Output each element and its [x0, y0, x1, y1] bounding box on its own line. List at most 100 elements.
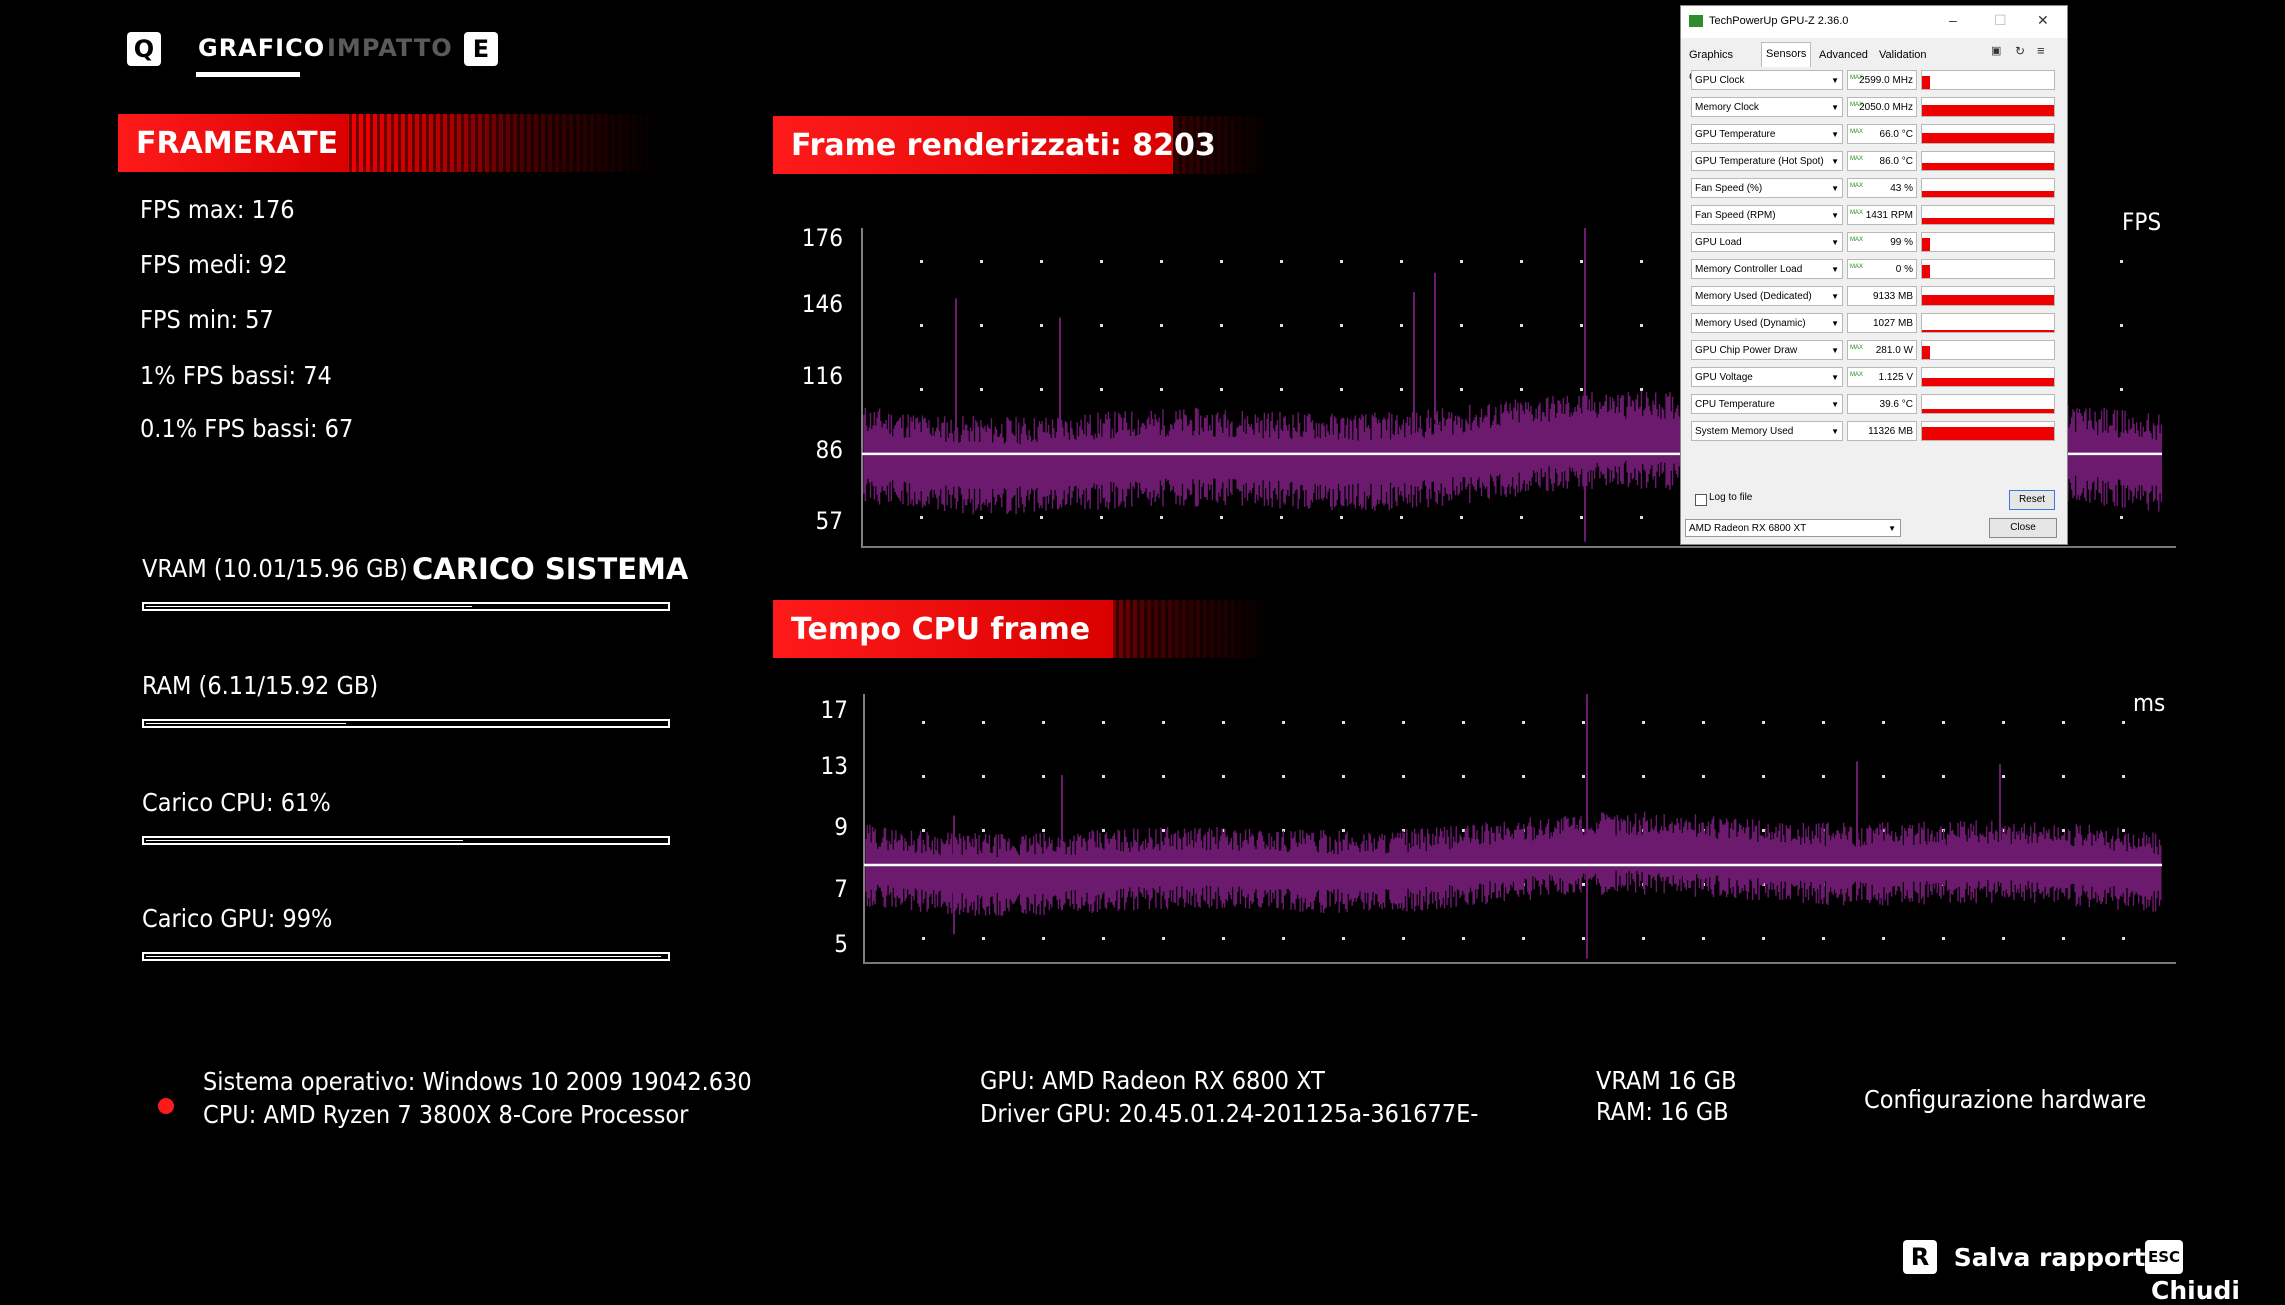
sensor-value: 9133 MB: [1847, 286, 1917, 306]
tab-impatto[interactable]: IMPATTO: [327, 34, 453, 62]
grid-dot: [1762, 721, 1765, 724]
cpu-plot: [863, 694, 2176, 964]
fps-max: FPS max: 176: [140, 195, 295, 224]
sensor-graph: [1921, 394, 2055, 414]
gpuz-tab-graphics-card[interactable]: Graphics Card: [1689, 49, 1734, 83]
tab-grafico[interactable]: GRAFICO: [198, 34, 326, 62]
gpuz-close-button[interactable]: Close: [1989, 518, 2057, 538]
grid-dot: [1282, 721, 1285, 724]
framerate-banner: FRAMERATE: [118, 114, 658, 172]
sensor-name-dropdown[interactable]: Memory Controller Load ▼: [1691, 259, 1843, 279]
sensor-value: MAX 1.125 V: [1847, 367, 1917, 387]
max-indicator-icon: MAX: [1850, 129, 1864, 135]
sensor-name: GPU Voltage: [1695, 372, 1753, 383]
refresh-icon[interactable]: ↻: [2015, 44, 2026, 58]
grid-dot: [1400, 516, 1403, 519]
menu-icon[interactable]: ≡: [2037, 43, 2045, 58]
grid-dot: [1040, 388, 1043, 391]
gpuz-titlebar[interactable]: TechPowerUp GPU-Z 2.36.0 – ☐ ✕: [1681, 6, 2067, 38]
sensor-graph-fill: [1922, 190, 2054, 197]
grid-dot: [982, 829, 985, 832]
sensor-name-dropdown[interactable]: CPU Temperature ▼: [1691, 394, 1843, 414]
gpuz-sensor-row: GPU Voltage ▼ MAX 1.125 V: [1691, 367, 2061, 389]
fps-low-01pct: 0.1% FPS bassi: 67: [140, 414, 354, 443]
cpu-y-tick: 9: [834, 813, 848, 841]
grid-dot: [1282, 829, 1285, 832]
reset-button[interactable]: Reset: [2009, 490, 2055, 510]
grid-dot: [1460, 324, 1463, 327]
sensor-graph-fill: [1922, 330, 2054, 332]
sensor-name-dropdown[interactable]: GPU Voltage ▼: [1691, 367, 1843, 387]
cpu-y-tick: 13: [820, 752, 848, 780]
sensor-name-dropdown[interactable]: GPU Temperature ▼: [1691, 124, 1843, 144]
sensor-value: MAX 43 %: [1847, 178, 1917, 198]
sensor-name-dropdown[interactable]: Memory Used (Dynamic) ▼: [1691, 313, 1843, 333]
grid-dot: [1040, 516, 1043, 519]
grid-dot: [1882, 829, 1885, 832]
maximize-icon[interactable]: ☐: [1994, 12, 2007, 28]
device-select[interactable]: AMD Radeon RX 6800 XT ▼: [1685, 519, 1901, 537]
grid-dot: [1882, 937, 1885, 940]
grid-dot: [922, 721, 925, 724]
close-button[interactable]: ESC Chiudi: [2145, 1240, 2285, 1305]
grid-dot: [1400, 388, 1403, 391]
grid-dot: [1582, 775, 1585, 778]
sensor-name-dropdown[interactable]: System Memory Used ▼: [1691, 421, 1843, 441]
sensor-value: MAX 2050.0 MHz: [1847, 97, 1917, 117]
max-indicator-icon: MAX: [1850, 264, 1864, 270]
vram-bar-fill: [146, 606, 472, 607]
grid-dot: [1042, 775, 1045, 778]
hardware-config-link[interactable]: Configurazione hardware: [1864, 1085, 2147, 1114]
minimize-icon[interactable]: –: [1949, 12, 1957, 28]
gpuz-tab-sensors[interactable]: Sensors: [1761, 42, 1812, 67]
grid-dot: [1342, 829, 1345, 832]
e-key-hint[interactable]: E: [464, 32, 498, 66]
grid-dot: [1220, 324, 1223, 327]
grid-dot: [980, 516, 983, 519]
grid-dot: [1582, 829, 1585, 832]
cpu-chart-title: Tempo CPU frame: [791, 611, 1091, 647]
gpuz-window[interactable]: TechPowerUp GPU-Z 2.36.0 – ☐ ✕ Graphics …: [1680, 5, 2068, 545]
grid-dot: [1640, 388, 1643, 391]
sensor-value-text: 43 %: [1890, 183, 1913, 194]
camera-icon[interactable]: ▣: [1991, 45, 2002, 57]
q-key-hint[interactable]: Q: [127, 32, 161, 66]
chevron-down-icon: ▼: [1831, 346, 1839, 355]
grid-dot: [1280, 260, 1283, 263]
cpu-load-label: Carico CPU: 61%: [142, 788, 331, 817]
grid-dot: [1460, 516, 1463, 519]
gpuz-tab-validation[interactable]: Validation: [1879, 49, 1927, 61]
os-info: Sistema operativo: Windows 10 2009 19042…: [203, 1067, 752, 1096]
r-key-icon: R: [1903, 1240, 1937, 1274]
grid-dot: [920, 388, 923, 391]
sensor-graph-fill: [1922, 346, 1930, 359]
grid-dot: [1522, 937, 1525, 940]
grid-dot: [1160, 388, 1163, 391]
sensor-name-dropdown[interactable]: Fan Speed (RPM) ▼: [1691, 205, 1843, 225]
sensor-name-dropdown[interactable]: Memory Clock ▼: [1691, 97, 1843, 117]
gpuz-tab-advanced[interactable]: Advanced: [1819, 49, 1868, 61]
grid-dot: [1942, 721, 1945, 724]
sensor-name-dropdown[interactable]: GPU Temperature (Hot Spot) ▼: [1691, 151, 1843, 171]
grid-dot: [2002, 721, 2005, 724]
chevron-down-icon: ▼: [1831, 76, 1839, 85]
device-select-value: AMD Radeon RX 6800 XT: [1689, 523, 1807, 534]
grid-dot: [1102, 829, 1105, 832]
sensor-name: GPU Temperature: [1695, 129, 1776, 140]
sensor-name-dropdown[interactable]: GPU Load ▼: [1691, 232, 1843, 252]
save-report-button[interactable]: R Salva rapporto: [1903, 1240, 2163, 1274]
sensor-name-dropdown[interactable]: Memory Used (Dedicated) ▼: [1691, 286, 1843, 306]
sensor-name-dropdown[interactable]: GPU Chip Power Draw ▼: [1691, 340, 1843, 360]
sensor-graph: [1921, 259, 2055, 279]
sensor-name-dropdown[interactable]: GPU Clock ▼: [1691, 70, 1843, 90]
sensor-name: Memory Clock: [1695, 102, 1759, 113]
sensor-graph-fill: [1922, 295, 2054, 305]
sensor-name-dropdown[interactable]: Fan Speed (%) ▼: [1691, 178, 1843, 198]
cpu-load-bar-fill: [146, 840, 463, 841]
close-icon[interactable]: ✕: [2037, 12, 2049, 28]
driver-info: Driver GPU: 20.45.01.24-201125a-361677E-: [980, 1099, 1479, 1128]
log-to-file-checkbox[interactable]: [1695, 494, 1707, 506]
grid-dot: [920, 260, 923, 263]
sensor-graph: [1921, 313, 2055, 333]
grid-dot: [2120, 260, 2123, 263]
